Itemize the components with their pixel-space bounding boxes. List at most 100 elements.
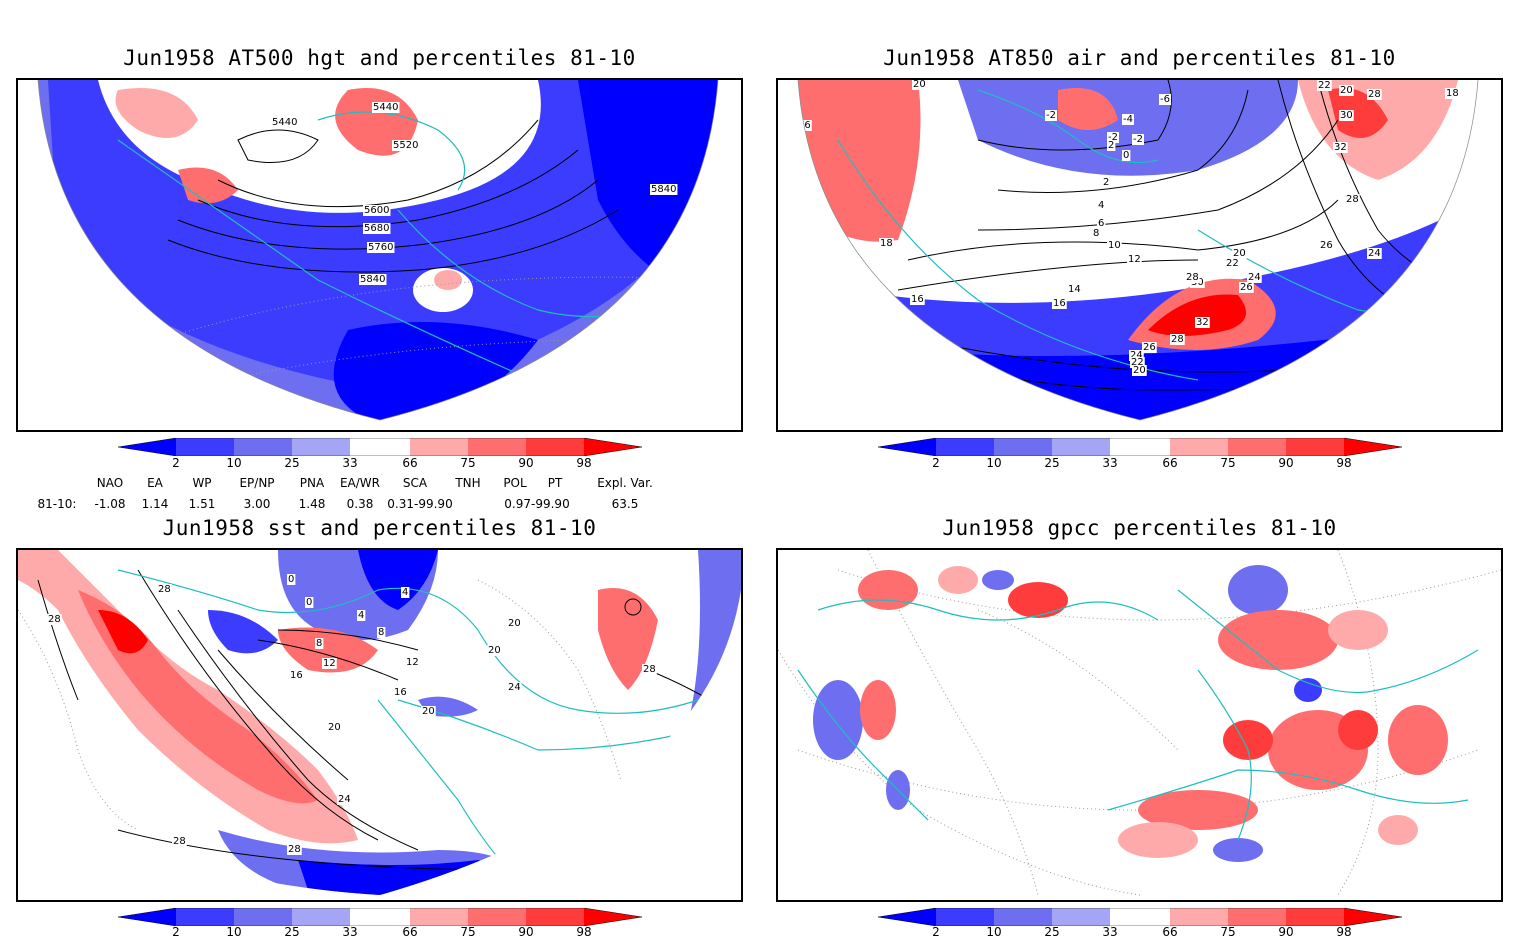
colorbar-label: 2	[172, 456, 180, 470]
colorbar-label: 98	[576, 456, 592, 470]
cb-seg	[350, 438, 410, 456]
cb-seg	[526, 438, 584, 456]
cb-seg	[526, 908, 584, 926]
contour-label: 28	[1171, 334, 1184, 345]
index-value: 1.51	[188, 497, 216, 511]
cb-seg	[176, 438, 234, 456]
contour-label: 24	[508, 682, 521, 693]
index-header: EA/WR	[339, 476, 381, 490]
contour-label: 20	[1233, 248, 1246, 259]
colorbar-bottom-left: 2 10 25 33 66 75 90 98	[117, 907, 643, 940]
contour-label: 20	[913, 80, 926, 90]
contour-label: 22	[1226, 258, 1239, 269]
contour-label: 10	[1108, 240, 1121, 251]
index-header: WP	[192, 476, 212, 490]
cb-seg	[936, 438, 994, 456]
cb-seg	[1286, 438, 1344, 456]
precip-patches	[813, 565, 1448, 862]
contour-label: 24	[1248, 272, 1261, 283]
contour-label: 0	[288, 574, 294, 585]
panel-4-title: Jun1958 gpcc percentiles 81-10	[942, 516, 1337, 540]
panel-3-title: Jun1958 sst and percentiles 81-10	[162, 516, 597, 540]
contour-label: 28	[288, 844, 301, 855]
colorbar-label: 10	[226, 925, 242, 939]
contour-label: 12	[406, 657, 419, 668]
contour-label: 20	[422, 706, 435, 717]
contour-label: 5760	[368, 242, 393, 253]
contour-label: 14	[1068, 284, 1081, 295]
contour-label: 4	[1098, 200, 1104, 211]
contour-label: 5840	[651, 184, 676, 195]
cb-seg	[1170, 438, 1228, 456]
contour-label: 26	[1320, 240, 1333, 251]
index-header-row: NAO EA WP EP/NP PNA EA/WR SCA TNH POL PT…	[0, 476, 760, 492]
contour-label: 24	[1368, 248, 1381, 259]
contour-label: 22	[1318, 80, 1331, 91]
contour-label: 18	[880, 238, 893, 249]
contour-label: -6	[1160, 94, 1170, 105]
colorbar-label: 90	[1278, 456, 1294, 470]
contour-label: -2	[1133, 134, 1143, 145]
contour-label: 16	[1053, 298, 1066, 309]
colorbar-label: 66	[402, 456, 418, 470]
cb-seg	[1286, 908, 1344, 926]
cb-seg	[350, 908, 410, 926]
colorbar-label: 10	[226, 456, 242, 470]
contour-label: 20	[488, 645, 501, 656]
cb-seg	[584, 908, 642, 926]
panel-2-title: Jun1958 AT850 air and percentiles 81-10	[883, 46, 1396, 70]
contour-label: 6	[1098, 218, 1104, 229]
colorbar-label: 25	[284, 925, 300, 939]
index-header: EA	[147, 476, 163, 490]
index-value: 1.48	[298, 497, 326, 511]
index-header: EP/NP	[239, 476, 275, 490]
contour-label: 4	[358, 610, 364, 621]
contour-label: 26	[1240, 282, 1253, 293]
colorbar-label: 66	[1162, 925, 1178, 939]
contour-label: 18	[1294, 374, 1307, 385]
cb-seg	[234, 438, 292, 456]
contour-label: 22	[1131, 357, 1144, 368]
cb-seg	[994, 438, 1052, 456]
contour-label: 5440	[373, 102, 398, 113]
index-header: Expl. Var.	[597, 476, 653, 490]
colorbar-label: 2	[932, 456, 940, 470]
cb-seg	[176, 908, 234, 926]
colorbar-label: 10	[986, 456, 1002, 470]
contour-label: 32	[1334, 142, 1347, 153]
contour-label: 16	[394, 687, 407, 698]
cb-seg	[878, 908, 936, 926]
colorbar-label: 75	[1220, 925, 1236, 939]
colorbar-label: 98	[1336, 456, 1352, 470]
colorbar-label: 75	[460, 925, 476, 939]
contour-label: 0	[1123, 150, 1129, 161]
colorbar-label: 25	[1044, 925, 1060, 939]
colorbar-label: 90	[518, 925, 534, 939]
colorbar-label: 75	[460, 456, 476, 470]
contour-label: 20	[1133, 365, 1146, 376]
contour-label: -2	[1046, 110, 1056, 121]
cb-seg	[292, 908, 350, 926]
contour-label: 24	[1130, 350, 1143, 361]
index-value: -1.08	[94, 497, 126, 511]
panel-1-title: Jun1958 AT500 hgt and percentiles 81-10	[123, 46, 636, 70]
panel-1-map: 5440 5440 5520 5600 5680 5760 5840 5840	[16, 78, 743, 432]
contour-label: 16	[290, 670, 303, 681]
colorbar-label: 33	[342, 456, 358, 470]
colorbar-label: 2	[932, 925, 940, 939]
index-value: 0.97-99.90	[504, 497, 570, 511]
contour-label: 28	[158, 584, 171, 595]
cb-seg	[1052, 438, 1110, 456]
cb-seg	[1228, 908, 1286, 926]
cb-seg	[410, 438, 468, 456]
contour-label: 4	[402, 587, 408, 598]
contour-label: 26	[1143, 342, 1156, 353]
contour-label: 28	[173, 836, 186, 847]
contour-label: 5440	[272, 117, 297, 128]
contour-label: 28	[1368, 89, 1381, 100]
panel-2-map: 20 16 18 16 -2 -4 -6 -2 2 0 -2 2 4 6 8 1…	[776, 78, 1503, 432]
contour-label: 5680	[364, 223, 389, 234]
cb-seg	[118, 438, 176, 456]
cb-seg	[292, 438, 350, 456]
contour-label: 8	[1093, 228, 1099, 239]
